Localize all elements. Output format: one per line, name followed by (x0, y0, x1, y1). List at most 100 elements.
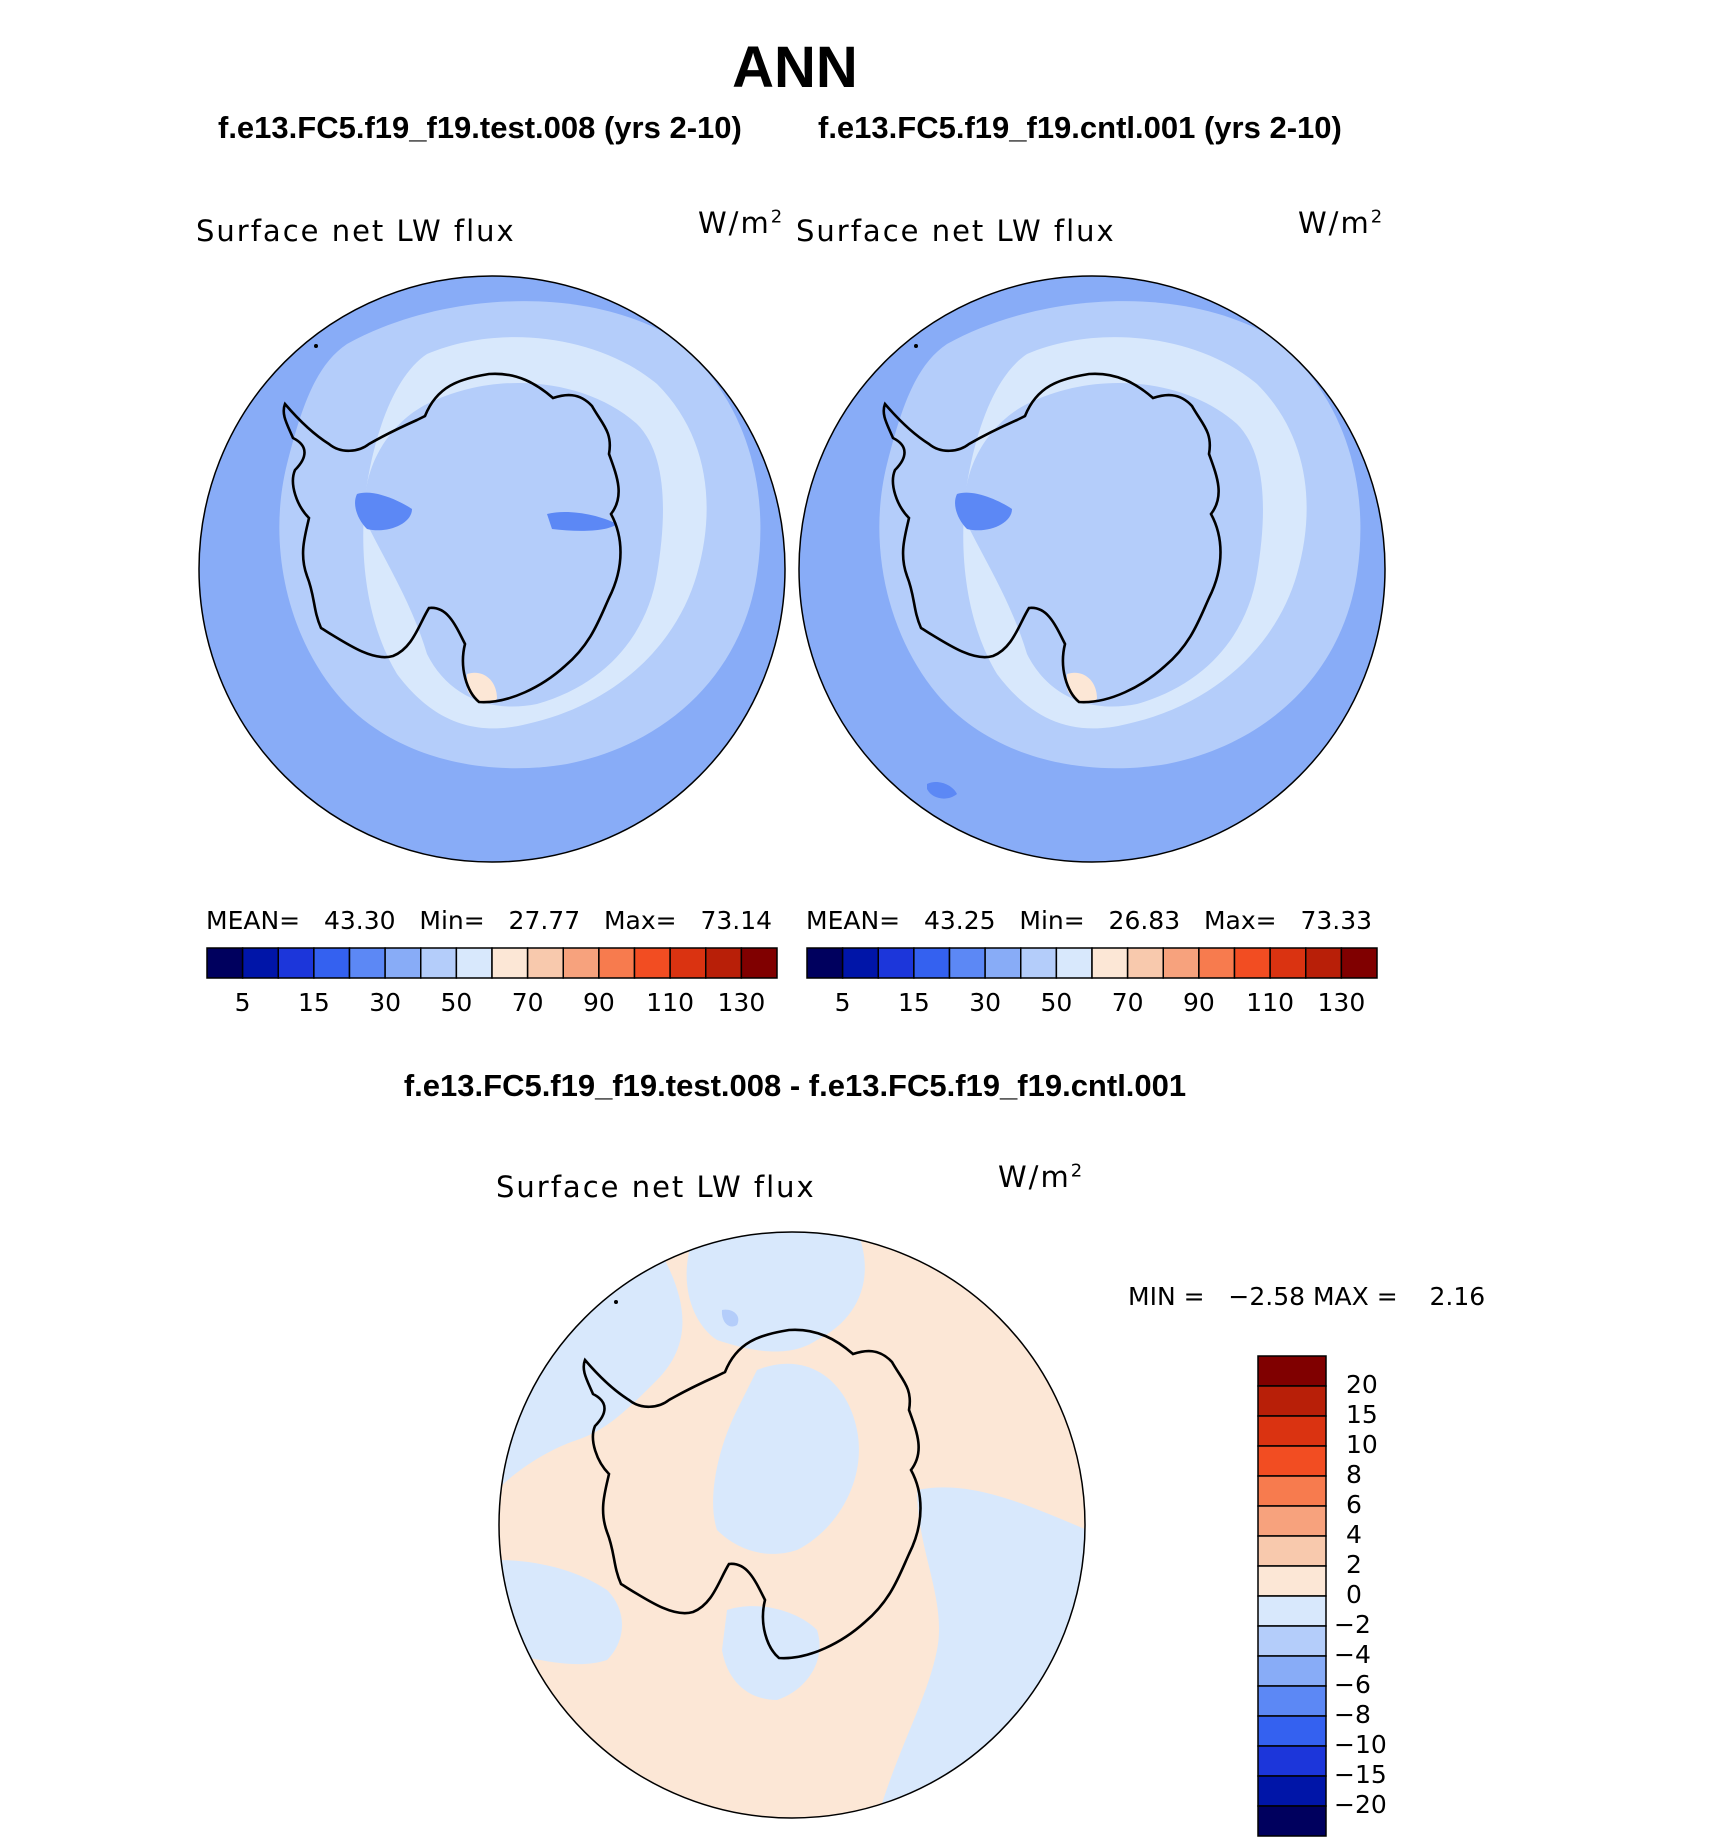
diff-cool-region-south (722, 1606, 820, 1700)
colorbar-swatch (384, 947, 422, 979)
colorbar-swatch (1257, 1805, 1327, 1837)
colorbar-tick-label: 90 (582, 988, 615, 1017)
variable-label-cntl: Surface net LW flux (796, 214, 1116, 248)
colorbar-swatch (348, 947, 386, 979)
colorbar-tick-label: 8 (1346, 1460, 1362, 1489)
colorbar-tick-label: 20 (1346, 1370, 1378, 1399)
colorbar-tick-label: −2 (1334, 1610, 1371, 1639)
colorbar-tick-label: 110 (646, 988, 694, 1017)
colorbar-tick-label: 130 (717, 988, 766, 1017)
colorbar-swatch (526, 947, 564, 979)
colorbar-ticks-test: 5 15 30 50 70 90 110 130 (207, 988, 777, 1020)
colorbar-tick-label: 50 (1040, 988, 1073, 1017)
colorbar-tick-label: 15 (297, 988, 330, 1017)
colorbar-swatch (313, 947, 351, 979)
antarctic-interior (965, 382, 1263, 707)
colorbar-swatch (1257, 1775, 1327, 1807)
stats-test: MEAN= 43.30 Min= 27.77 Max= 73.14 (206, 906, 773, 935)
colorbar-tick-label: 130 (1317, 988, 1366, 1017)
colorbar-swatch (1340, 947, 1378, 979)
colorbar-swatch (277, 947, 315, 979)
colorbar-swatch (948, 947, 986, 979)
colorbar-tick-label: −10 (1334, 1730, 1387, 1759)
colorbar-swatch (420, 947, 458, 979)
warm-patch (1067, 672, 1097, 703)
variable-label-test: Surface net LW flux (196, 214, 516, 248)
colorbar-tick-label: −20 (1334, 1790, 1387, 1819)
colorbar-cntl (806, 947, 1378, 979)
case-title-cntl: f.e13.FC5.f19_f19.cntl.001 (yrs 2-10) (818, 110, 1342, 145)
polar-map-test (198, 275, 786, 863)
weddell-patch (547, 512, 617, 531)
colorbar-swatch (1257, 1415, 1327, 1447)
case-title-test: f.e13.FC5.f19_f19.test.008 (yrs 2-10) (218, 110, 742, 145)
diff-cool-region-interior (713, 1363, 859, 1554)
colorbar-tick-label: 15 (1346, 1400, 1378, 1429)
colorbar-tick-label: 70 (1111, 988, 1144, 1017)
colorbar-swatch (1269, 947, 1307, 979)
ocean-deep-patch (927, 782, 957, 799)
colorbar-tick-label: −4 (1334, 1640, 1371, 1669)
colorbar-swatch (1257, 1385, 1327, 1417)
colorbar-tick-label: 0 (1346, 1580, 1362, 1609)
colorbar-swatch (841, 947, 879, 979)
stats-cntl: MEAN= 43.25 Min= 26.83 Max= 73.33 (806, 906, 1373, 935)
units-label-test: W/m2 (698, 206, 785, 240)
colorbar-tick-label: −8 (1334, 1700, 1371, 1729)
colorbar-swatch (984, 947, 1022, 979)
colorbar-swatch (740, 947, 778, 979)
colorbar-ticks-diff: 20 15 10 8 6 4 2 0 −2 −4 −6 −8 −10 −15 −20 (1334, 1356, 1454, 1836)
colorbar-ticks-cntl: 5 15 30 50 70 90 110 130 (807, 988, 1377, 1020)
ross-sea-deep (355, 492, 412, 531)
colorbar-test (206, 947, 778, 979)
coastline (282, 372, 622, 704)
colorbar-swatch (1020, 947, 1058, 979)
coastline (882, 372, 1222, 704)
polar-map-diff (498, 1231, 1086, 1819)
colorbar-tick-label: 15 (897, 988, 930, 1017)
colorbar-swatch (1257, 1685, 1327, 1717)
colorbar-tick-label: 5 (834, 988, 851, 1017)
colorbar-swatch (1257, 1625, 1327, 1657)
diff-cool2-patch (721, 1309, 739, 1327)
units-label-cntl: W/m2 (1298, 206, 1385, 240)
polar-map-cntl (798, 275, 1386, 863)
colorbar-tick-label: 10 (1346, 1430, 1378, 1459)
colorbar-swatch (1257, 1745, 1327, 1777)
colorbar-diff (1257, 1355, 1327, 1837)
colorbar-swatch (1257, 1715, 1327, 1747)
colorbar-swatch (1257, 1475, 1327, 1507)
colorbar-swatch (206, 947, 244, 979)
stats-diff: MIN = −2.58 MAX = 2.16 (1128, 1282, 1486, 1311)
colorbar-tick-label: 2 (1346, 1550, 1362, 1579)
colorbar-tick-label: 4 (1346, 1520, 1362, 1549)
variable-label-diff: Surface net LW flux (496, 1170, 816, 1204)
colorbar-swatch (1091, 947, 1129, 979)
diff-cool-region-sw (499, 1560, 622, 1665)
colorbar-swatch (633, 947, 671, 979)
colorbar-swatch (1257, 1445, 1327, 1477)
diff-title: f.e13.FC5.f19_f19.test.008 - f.e13.FC5.f… (403, 1068, 1187, 1103)
colorbar-swatch (877, 947, 915, 979)
colorbar-swatch (1257, 1595, 1327, 1627)
colorbar-swatch (1055, 947, 1093, 979)
colorbar-swatch (1126, 947, 1164, 979)
ross-sea-deep (955, 492, 1012, 531)
colorbar-tick-label: 70 (511, 988, 544, 1017)
coastline (582, 1328, 922, 1660)
colorbar-swatch (669, 947, 707, 979)
colorbar-swatch (1198, 947, 1236, 979)
colorbar-swatch (913, 947, 951, 979)
colorbar-swatch (1233, 947, 1271, 979)
main-title: ANN (732, 35, 858, 100)
colorbar-swatch (1257, 1565, 1327, 1597)
colorbar-tick-label: 110 (1246, 988, 1294, 1017)
colorbar-swatch (1257, 1505, 1327, 1537)
colorbar-swatch (1162, 947, 1200, 979)
colorbar-swatch (1257, 1655, 1327, 1687)
colorbar-swatch (562, 947, 600, 979)
units-label-diff: W/m2 (998, 1160, 1085, 1194)
warm-patch (467, 672, 497, 703)
colorbar-tick-label: 30 (969, 988, 1002, 1017)
colorbar-swatch (241, 947, 279, 979)
